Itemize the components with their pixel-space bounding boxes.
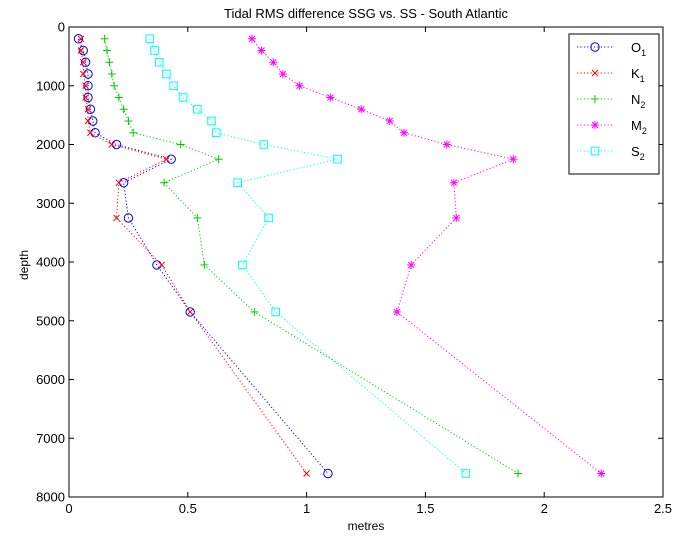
data-point-s2 bbox=[170, 82, 178, 90]
data-point-k1 bbox=[304, 471, 310, 477]
data-point-o1 bbox=[84, 70, 92, 78]
data-point-s2 bbox=[213, 129, 221, 137]
x-tick-label: 0 bbox=[65, 501, 72, 516]
data-point-m2 bbox=[386, 117, 394, 125]
data-point-k1 bbox=[159, 262, 165, 268]
data-point-s2 bbox=[163, 70, 171, 78]
data-point-m2 bbox=[452, 214, 460, 222]
data-point-m2 bbox=[443, 141, 451, 149]
data-point-k1 bbox=[116, 180, 122, 186]
data-point-m2 bbox=[257, 47, 265, 55]
x-tick-label: 1 bbox=[303, 501, 310, 516]
data-point-n2 bbox=[110, 82, 118, 90]
data-point-m2 bbox=[597, 470, 605, 478]
data-point-n2 bbox=[120, 105, 128, 113]
data-point-m2 bbox=[509, 155, 517, 163]
data-point-s2 bbox=[272, 308, 280, 316]
data-point-o1 bbox=[119, 178, 127, 186]
data-point-m2 bbox=[248, 35, 256, 43]
data-point-s2 bbox=[146, 35, 154, 43]
data-point-m2 bbox=[269, 58, 277, 66]
data-point-n2 bbox=[108, 70, 116, 78]
x-tick-label: 0.5 bbox=[179, 501, 197, 516]
data-point-s2 bbox=[260, 141, 268, 149]
series-line-o1 bbox=[79, 39, 329, 474]
data-point-n2 bbox=[101, 35, 109, 43]
legend: O1 K1 N2 M2 S2 bbox=[569, 34, 659, 174]
y-tick-label: 3000 bbox=[36, 196, 65, 211]
data-point-k1 bbox=[163, 156, 169, 162]
x-tick-label: 2.5 bbox=[654, 501, 672, 516]
data-point-k1 bbox=[109, 142, 115, 148]
y-tick-label: 8000 bbox=[36, 490, 65, 505]
data-point-m2 bbox=[400, 129, 408, 137]
data-point-o1 bbox=[324, 469, 332, 477]
y-tick-label: 1000 bbox=[36, 78, 65, 93]
series-line-s2 bbox=[150, 39, 466, 474]
data-point-m2 bbox=[279, 70, 287, 78]
y-tick-label: 2000 bbox=[36, 137, 65, 152]
data-point-n2 bbox=[103, 47, 111, 55]
x-tick-label: 2 bbox=[541, 501, 548, 516]
data-point-s2 bbox=[239, 261, 247, 269]
data-point-s2 bbox=[155, 58, 163, 66]
data-point-s2 bbox=[151, 47, 159, 55]
data-point-m2 bbox=[407, 261, 415, 269]
data-point-m2 bbox=[450, 179, 458, 187]
y-tick-label: 6000 bbox=[36, 372, 65, 387]
legend-marker-m2 bbox=[591, 121, 599, 129]
data-point-m2 bbox=[393, 308, 401, 316]
data-point-k1 bbox=[187, 309, 193, 315]
data-point-n2 bbox=[115, 94, 123, 102]
x-axis-label: metres bbox=[348, 519, 385, 533]
data-point-o1 bbox=[89, 117, 97, 125]
series-line-k1 bbox=[81, 39, 307, 474]
y-axis-label: depth bbox=[17, 250, 31, 280]
data-point-n2 bbox=[215, 155, 223, 163]
series-line-m2 bbox=[252, 39, 601, 474]
data-point-n2 bbox=[177, 141, 185, 149]
chart-title: Tidal RMS difference SSG vs. SS - South … bbox=[224, 6, 508, 21]
data-point-n2 bbox=[105, 58, 113, 66]
y-tick-label: 0 bbox=[58, 20, 65, 35]
data-point-m2 bbox=[326, 94, 334, 102]
data-point-m2 bbox=[357, 105, 365, 113]
data-point-k1 bbox=[85, 118, 91, 124]
data-point-m2 bbox=[295, 82, 303, 90]
data-point-n2 bbox=[129, 129, 137, 137]
data-point-n2 bbox=[124, 117, 132, 125]
y-tick-label: 7000 bbox=[36, 431, 65, 446]
data-point-o1 bbox=[112, 140, 120, 148]
series-line-n2 bbox=[105, 39, 518, 474]
y-tick-label: 5000 bbox=[36, 313, 65, 328]
data-point-n2 bbox=[514, 470, 522, 478]
x-tick-label: 1.5 bbox=[416, 501, 434, 516]
y-tick-label: 4000 bbox=[36, 255, 65, 270]
data-point-s2 bbox=[208, 117, 216, 125]
